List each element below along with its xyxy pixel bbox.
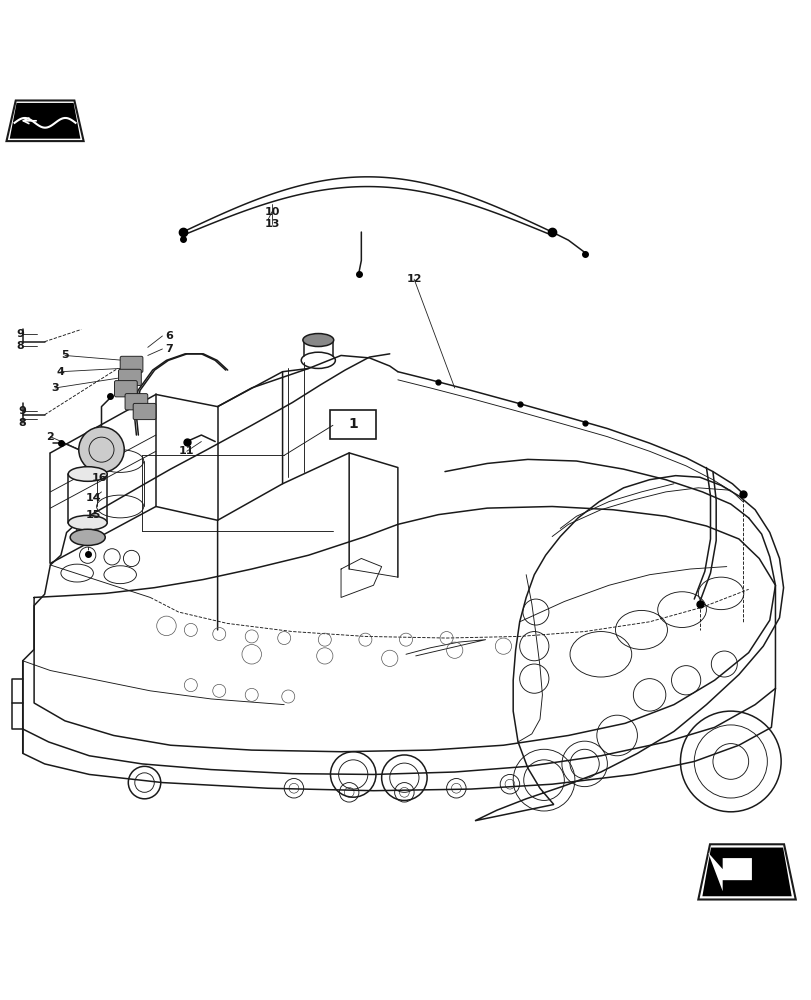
Polygon shape: [707, 853, 751, 891]
Text: 6: 6: [165, 331, 173, 341]
Text: 12: 12: [406, 274, 422, 284]
Ellipse shape: [70, 529, 105, 545]
Ellipse shape: [68, 515, 107, 530]
Text: 2: 2: [46, 432, 54, 442]
FancyBboxPatch shape: [118, 369, 141, 386]
FancyBboxPatch shape: [133, 403, 156, 420]
FancyBboxPatch shape: [120, 356, 143, 373]
Text: 10: 10: [264, 207, 279, 217]
Polygon shape: [10, 103, 80, 139]
Text: 4: 4: [57, 367, 65, 377]
Text: 9: 9: [19, 406, 27, 416]
Ellipse shape: [303, 334, 333, 347]
Text: 16: 16: [92, 473, 108, 483]
Circle shape: [79, 427, 124, 472]
Text: 7: 7: [165, 344, 173, 354]
FancyBboxPatch shape: [114, 381, 137, 397]
Text: 9: 9: [16, 329, 24, 339]
Text: 11: 11: [178, 446, 195, 456]
Text: 14: 14: [85, 493, 101, 503]
Text: 3: 3: [51, 383, 59, 393]
Text: 1: 1: [348, 417, 358, 431]
Text: 8: 8: [16, 341, 24, 351]
Polygon shape: [702, 848, 791, 896]
Text: 13: 13: [264, 219, 279, 229]
Text: 15: 15: [86, 510, 101, 520]
Ellipse shape: [68, 467, 107, 481]
Text: 5: 5: [61, 350, 69, 360]
FancyBboxPatch shape: [125, 394, 148, 410]
Text: 8: 8: [19, 418, 27, 428]
